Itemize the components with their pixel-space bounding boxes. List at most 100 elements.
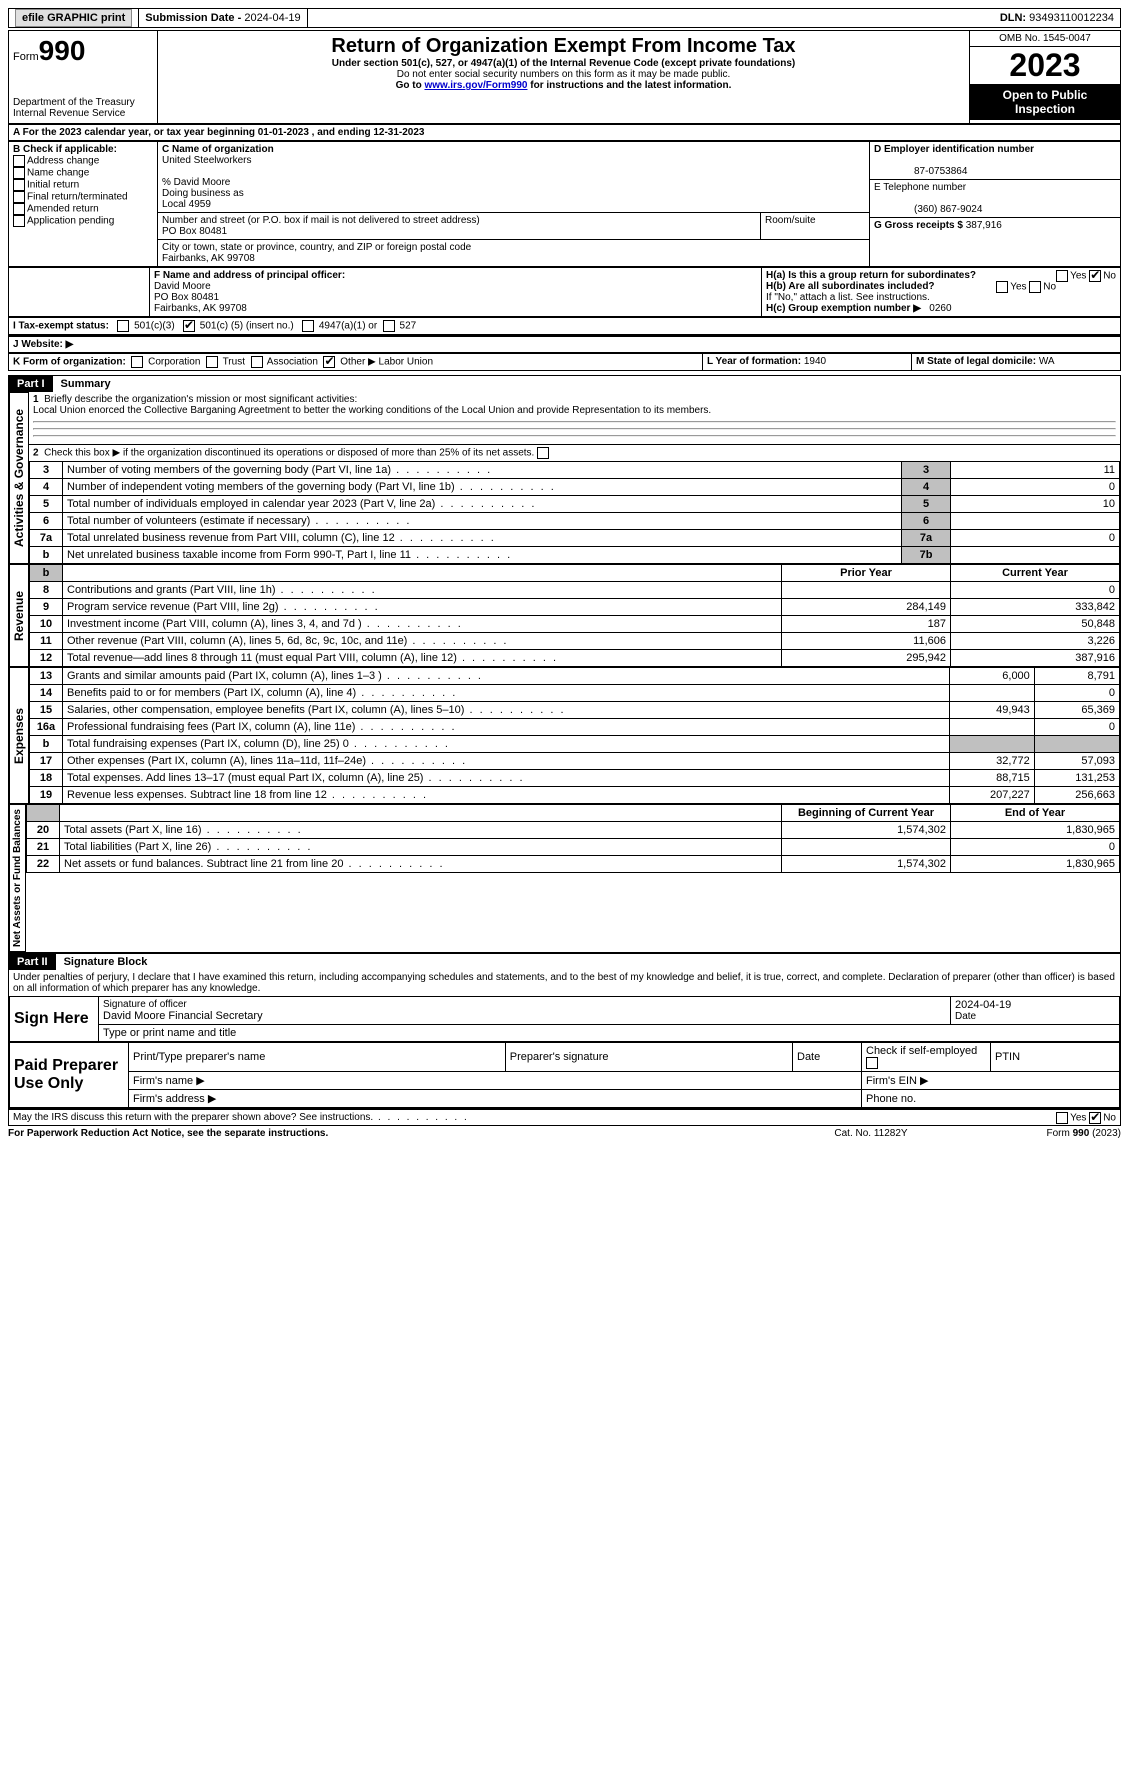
form-number: 990	[39, 35, 86, 66]
check-other[interactable]	[323, 356, 335, 368]
check-527[interactable]	[383, 320, 395, 332]
telephone: (360) 867-9024	[874, 204, 982, 215]
table-row: 4 Number of independent voting members o…	[30, 479, 1120, 496]
gross-receipts: 387,916	[966, 220, 1002, 231]
form-label: Form	[13, 51, 39, 63]
group-exemption: 0260	[929, 303, 951, 314]
org-form-row: K Form of organization: Corporation Trus…	[8, 353, 1121, 371]
form-footer: Form 990 (2023)	[971, 1128, 1121, 1139]
table-row: b Net unrelated business taxable income …	[30, 547, 1120, 564]
submission-cell: Submission Date - 2024-04-19	[139, 9, 307, 27]
box-b: B Check if applicable: Address change Na…	[9, 142, 158, 266]
discuss-yes[interactable]	[1056, 1112, 1068, 1124]
form-title: Return of Organization Exempt From Incom…	[162, 35, 965, 58]
hb-yes[interactable]	[996, 281, 1008, 293]
table-row: 8 Contributions and grants (Part VIII, l…	[30, 582, 1120, 599]
expenses-table: 13 Grants and similar amounts paid (Part…	[29, 667, 1120, 804]
check-501c[interactable]	[183, 320, 195, 332]
table-row: 13 Grants and similar amounts paid (Part…	[30, 668, 1120, 685]
vert-activities: Activities & Governance	[9, 392, 29, 564]
hb-no[interactable]	[1029, 281, 1041, 293]
box-f: F Name and address of principal officer:…	[150, 268, 762, 316]
table-row: 3 Number of voting members of the govern…	[30, 462, 1120, 479]
table-row: 18 Total expenses. Add lines 13–17 (must…	[30, 770, 1120, 787]
box-c: C Name of organization United Steelworke…	[158, 142, 870, 266]
dept-label: Department of the Treasury Internal Reve…	[13, 97, 153, 119]
cat-no: Cat. No. 11282Y	[771, 1128, 971, 1139]
entity-info-block: B Check if applicable: Address change Na…	[8, 141, 1121, 267]
ha-yes[interactable]	[1056, 270, 1068, 282]
top-bar: efile GRAPHIC print Submission Date - 20…	[8, 8, 1121, 28]
check-app-pending[interactable]	[13, 215, 25, 227]
check-trust[interactable]	[206, 356, 218, 368]
officer-name: David Moore	[154, 281, 211, 292]
table-row: 20 Total assets (Part X, line 16)1,574,3…	[27, 822, 1120, 839]
check-amended[interactable]	[13, 203, 25, 215]
ha-no[interactable]	[1089, 270, 1101, 282]
org-name: United Steelworkers	[162, 155, 251, 166]
part2-title: Signature Block	[56, 954, 156, 970]
vert-revenue: Revenue	[9, 564, 29, 667]
officer-city: Fairbanks, AK 99708	[154, 303, 247, 314]
dln-cell: DLN: 93493110012234	[994, 9, 1120, 27]
irs-link[interactable]: www.irs.gov/Form990	[424, 80, 527, 91]
year-formation: 1940	[804, 356, 826, 367]
check-final-return[interactable]	[13, 191, 25, 203]
footer-row: For Paperwork Reduction Act Notice, see …	[8, 1128, 1121, 1139]
mission-text: Local Union enorced the Collective Barga…	[33, 405, 711, 416]
check-assoc[interactable]	[251, 356, 263, 368]
netassets-table: Beginning of Current YearEnd of Year 20 …	[26, 804, 1120, 873]
signature-table: Sign Here Signature of officer David Moo…	[9, 996, 1120, 1042]
omb-number: OMB No. 1545-0047	[970, 31, 1120, 47]
officer-signature: David Moore Financial Secretary	[103, 1010, 946, 1022]
table-row: 10 Investment income (Part VIII, column …	[30, 616, 1120, 633]
sig-date: 2024-04-19	[955, 999, 1115, 1011]
check-self-employed[interactable]	[866, 1057, 878, 1069]
table-row: 5 Total number of individuals employed i…	[30, 496, 1120, 513]
domicile-state: WA	[1039, 356, 1055, 367]
part2: Part IISignature Block Under penalties o…	[8, 953, 1121, 1109]
paid-preparer-label: Paid Preparer Use Only	[10, 1043, 129, 1108]
officer-group-block: F Name and address of principal officer:…	[8, 267, 1121, 317]
check-corp[interactable]	[131, 356, 143, 368]
table-row: 21 Total liabilities (Part X, line 26)0	[27, 839, 1120, 856]
form-header: Form990 Department of the Treasury Inter…	[8, 30, 1121, 124]
table-row: 19 Revenue less expenses. Subtract line …	[30, 787, 1120, 804]
check-discontinued[interactable]	[537, 447, 549, 459]
check-name-change[interactable]	[13, 167, 25, 179]
dba: Local 4959	[162, 199, 211, 210]
vert-netassets: Net Assets or Fund Balances	[9, 804, 26, 952]
gov-table: 3 Number of voting members of the govern…	[29, 461, 1120, 564]
open-public-badge: Open to Public Inspection	[970, 84, 1120, 120]
revenue-table: bPrior YearCurrent Year 8 Contributions …	[29, 564, 1120, 667]
table-row: 6 Total number of volunteers (estimate i…	[30, 513, 1120, 530]
tax-year: 2023	[970, 47, 1120, 84]
table-row: 9 Program service revenue (Part VIII, li…	[30, 599, 1120, 616]
check-4947[interactable]	[302, 320, 314, 332]
efile-cell: efile GRAPHIC print	[9, 9, 139, 27]
form-subtitle: Under section 501(c), 527, or 4947(a)(1)…	[162, 58, 965, 69]
table-row: 15 Salaries, other compensation, employe…	[30, 702, 1120, 719]
part1-title: Summary	[53, 376, 119, 392]
check-address-change[interactable]	[13, 155, 25, 167]
table-row: 16a Professional fundraising fees (Part …	[30, 719, 1120, 736]
room-suite: Room/suite	[761, 213, 869, 239]
table-row: 22 Net assets or fund balances. Subtract…	[27, 856, 1120, 873]
table-row: 12 Total revenue—add lines 8 through 11 …	[30, 650, 1120, 667]
discuss-no[interactable]	[1089, 1112, 1101, 1124]
part1: Part ISummary Activities & Governance 1 …	[8, 375, 1121, 953]
box-h: H(a) Is this a group return for subordin…	[762, 268, 1120, 316]
efile-button[interactable]: efile GRAPHIC print	[15, 9, 132, 27]
check-initial-return[interactable]	[13, 179, 25, 191]
right-info-col: D Employer identification number 87-0753…	[870, 142, 1120, 266]
street: PO Box 80481	[162, 226, 227, 237]
sign-here-label: Sign Here	[10, 997, 99, 1042]
table-row: 17 Other expenses (Part IX, column (A), …	[30, 753, 1120, 770]
part1-bar: Part I	[9, 376, 53, 392]
part2-bar: Part II	[9, 954, 56, 970]
tax-status-row: I Tax-exempt status: 501(c)(3) 501(c) (5…	[8, 317, 1121, 336]
discuss-row: May the IRS discuss this return with the…	[8, 1109, 1121, 1126]
preparer-table: Paid Preparer Use Only Print/Type prepar…	[9, 1042, 1120, 1108]
ein: 87-0753864	[874, 166, 967, 177]
check-501c3[interactable]	[117, 320, 129, 332]
